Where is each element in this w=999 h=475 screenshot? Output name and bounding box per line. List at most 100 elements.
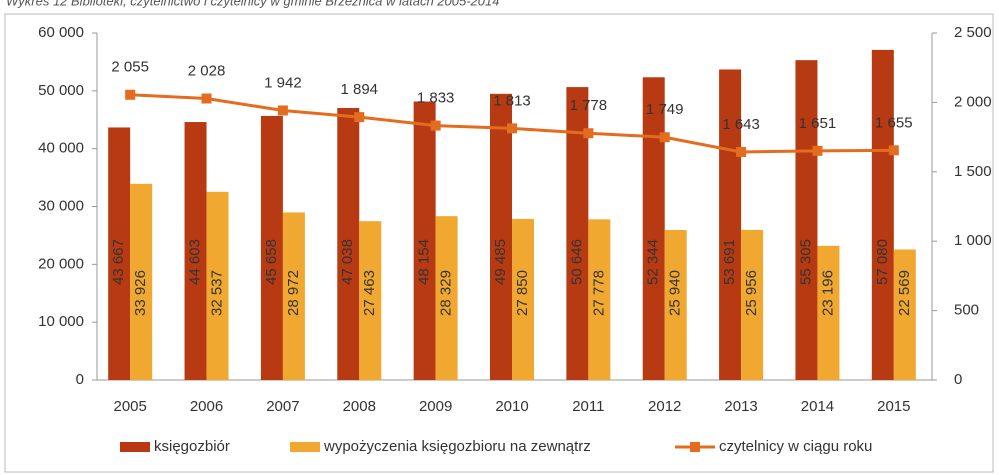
line-value-label: 1 833: [417, 90, 455, 107]
bar: [206, 191, 229, 380]
x-tick-label: 2015: [877, 398, 910, 415]
bar-value-label: 25 956: [743, 270, 760, 316]
bar: [741, 229, 764, 380]
line-value-label: 1 643: [722, 116, 760, 133]
bar-value-label: 57 080: [874, 239, 891, 285]
line-marker: [583, 128, 594, 139]
line-marker: [430, 120, 441, 131]
x-tick-label: 2007: [266, 398, 299, 415]
y-tick-label: 10 000: [38, 313, 84, 330]
bar-value-label: 33 926: [132, 270, 149, 316]
bar-value-label: 27 463: [361, 270, 378, 316]
line-value-label: 1 813: [493, 92, 531, 109]
bar-value-label: 48 154: [416, 239, 433, 285]
x-tick-label: 2013: [724, 398, 757, 415]
line-marker: [888, 145, 899, 156]
bar: [588, 219, 611, 380]
x-tick-label: 2014: [801, 398, 834, 415]
chart-frame: [4, 13, 994, 473]
legend-label: czytelnicy w ciągu roku: [719, 438, 872, 455]
x-tick-label: 2012: [648, 398, 681, 415]
bar: [512, 218, 534, 380]
bar-value-label: 22 569: [896, 270, 913, 316]
bar: [490, 93, 512, 380]
x-tick-label: 2011: [572, 398, 604, 415]
bar-value-label: 23 196: [819, 270, 836, 316]
line-value-label: 2 028: [188, 62, 226, 79]
bar: [795, 60, 818, 381]
x-tick-label: 2006: [190, 398, 223, 415]
bar: [359, 221, 382, 380]
bar-value-label: 50 646: [568, 239, 585, 285]
bar: [642, 77, 665, 381]
y2-tick-label: 2 500: [954, 24, 992, 41]
y2-tick-label: 500: [954, 302, 979, 319]
y-tick-label: 40 000: [38, 140, 84, 157]
bar-value-label: 28 329: [438, 270, 455, 316]
y2-tick-label: 1 000: [954, 232, 992, 249]
y-tick-label: 50 000: [38, 82, 84, 99]
line-marker: [125, 89, 136, 100]
line-value-label: 1 749: [646, 101, 684, 118]
bar-value-label: 27 778: [590, 270, 607, 316]
legend-label: wypożyczenia księgozbioru na zewnątrz: [323, 438, 591, 455]
line-value-label: 1 778: [570, 97, 608, 114]
chart-title: Wykres 12 Biblioteki, czytelnictwo i czy…: [6, 0, 499, 8]
line-value-label: 1 894: [340, 81, 378, 98]
bar: [719, 69, 742, 380]
bar: [566, 87, 589, 381]
line-value-label: 1 651: [799, 115, 837, 132]
line-marker: [354, 112, 365, 123]
bar: [664, 229, 687, 380]
bar: [871, 49, 894, 381]
line-marker: [659, 132, 670, 143]
y2-tick-label: 2 000: [954, 93, 992, 110]
legend-label: księgozbiór: [154, 438, 230, 455]
bar-value-label: 45 658: [263, 239, 280, 285]
bar: [282, 212, 305, 380]
bar-value-label: 49 485: [492, 239, 509, 285]
y2-tick-label: 0: [954, 371, 962, 388]
bar-value-label: 25 940: [667, 270, 684, 316]
line-value-label: 1 942: [264, 74, 302, 91]
y2-tick-label: 1 500: [954, 163, 992, 180]
bar: [184, 122, 207, 380]
line-marker: [507, 123, 517, 134]
bar: [337, 107, 360, 381]
bar-value-label: 52 344: [645, 239, 662, 285]
line-marker: [736, 146, 747, 157]
bar-value-label: 55 305: [797, 239, 814, 285]
bar-value-label: 44 603: [187, 239, 204, 285]
legend-swatch: [120, 442, 150, 452]
x-tick-label: 2010: [495, 398, 528, 415]
bar-value-label: 32 537: [209, 270, 226, 316]
bar: [817, 245, 840, 380]
legend-marker: [690, 442, 700, 452]
x-tick-label: 2005: [113, 398, 146, 415]
bar-value-label: 43 667: [110, 239, 127, 285]
bar: [260, 115, 283, 380]
y-tick-label: 60 000: [38, 24, 84, 41]
bar: [435, 216, 458, 380]
y-tick-label: 0: [76, 371, 84, 388]
bar-value-label: 53 691: [721, 239, 738, 285]
line-value-label: 2 055: [111, 59, 149, 76]
bar-value-label: 47 038: [339, 239, 356, 285]
line-marker: [277, 105, 288, 116]
y-tick-label: 30 000: [38, 197, 84, 214]
line-value-label: 1 655: [875, 114, 913, 131]
y-tick-label: 20 000: [38, 255, 84, 272]
x-tick-label: 2008: [343, 398, 376, 415]
x-tick-label: 2009: [419, 398, 452, 415]
bar: [413, 101, 436, 380]
bar-value-label: 28 972: [285, 270, 302, 316]
line-marker: [812, 145, 823, 156]
bar: [130, 183, 153, 380]
line-marker: [201, 93, 212, 104]
bar: [108, 127, 131, 380]
legend-swatch: [290, 442, 320, 452]
bar: [893, 249, 916, 380]
bar-value-label: 27 850: [514, 270, 531, 316]
